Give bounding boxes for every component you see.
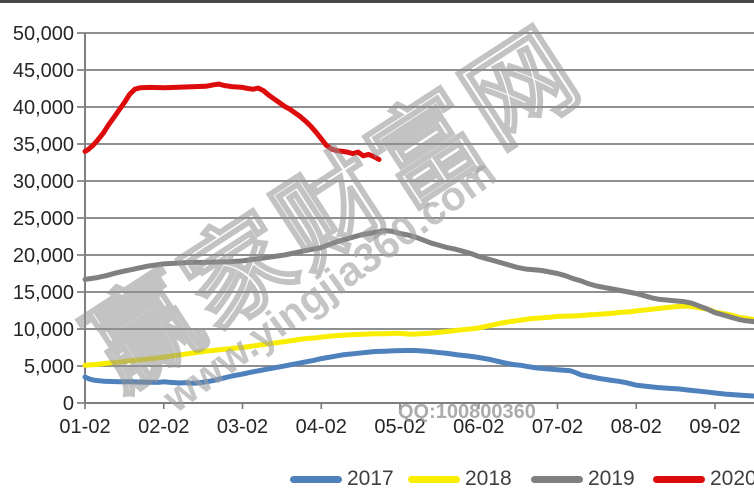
y-tick-label: 50,000 xyxy=(13,23,74,45)
y-tick-label: 5,000 xyxy=(24,356,74,378)
legend-item-2017: 2017 xyxy=(290,468,394,490)
series-line-2018 xyxy=(82,303,754,368)
legend-item-2018: 2018 xyxy=(408,468,512,490)
x-tick-label: 02-02 xyxy=(138,416,189,438)
chart-legend: 2017 2018 2019 2020 xyxy=(0,468,754,494)
legend-marker-2018 xyxy=(408,475,460,483)
x-tick-label: 07-02 xyxy=(532,416,583,438)
legend-marker-2019 xyxy=(531,475,583,483)
x-tick-label: 09-02 xyxy=(689,416,740,438)
x-tick-label: 08-02 xyxy=(611,416,662,438)
series-line-2020 xyxy=(82,81,382,162)
legend-item-2019: 2019 xyxy=(531,468,635,490)
y-tick-label: 0 xyxy=(63,393,74,415)
series-line-2017 xyxy=(82,348,754,399)
x-tick-label: 04-02 xyxy=(296,416,347,438)
x-tick-label: 06-02 xyxy=(453,416,504,438)
x-tick-label: 01-02 xyxy=(59,416,110,438)
y-tick-label: 40,000 xyxy=(13,97,74,119)
y-tick-label: 35,000 xyxy=(13,134,74,156)
top-border xyxy=(0,0,754,3)
y-tick-label: 45,000 xyxy=(13,60,74,82)
series-line-2019 xyxy=(82,228,754,325)
x-tick-label: 03-02 xyxy=(217,416,268,438)
y-tick-label: 25,000 xyxy=(13,208,74,230)
legend-label: 2017 xyxy=(347,467,394,490)
y-tick-label: 30,000 xyxy=(13,171,74,193)
watermark-brand-text: 赢家财富网 xyxy=(68,7,602,411)
watermark-qq-number: QQ:100800360 xyxy=(398,401,536,423)
legend-label: 2018 xyxy=(465,467,512,490)
y-tick-label: 10,000 xyxy=(13,319,74,341)
y-tick-label: 20,000 xyxy=(13,245,74,267)
legend-label: 2019 xyxy=(588,467,635,490)
y-tick-label: 15,000 xyxy=(13,282,74,304)
legend-marker-2020 xyxy=(653,475,705,483)
legend-marker-2017 xyxy=(290,475,342,483)
legend-item-2020: 2020 xyxy=(653,468,754,490)
legend-label: 2020 xyxy=(710,467,754,490)
x-tick-label: 05-02 xyxy=(374,416,425,438)
